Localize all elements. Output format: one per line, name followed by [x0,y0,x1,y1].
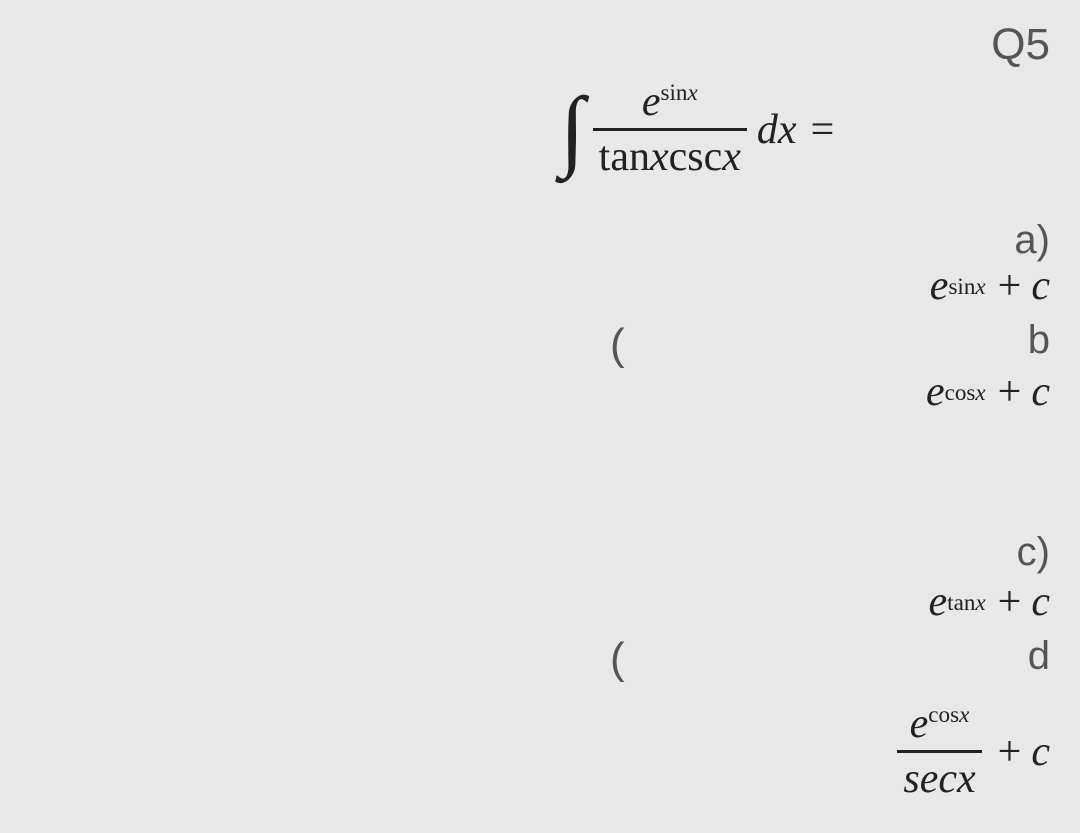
opt-d-den-fn: sec [903,756,957,802]
opt-b-exp-fn: cos [945,379,976,405]
question-number: Q5 [991,20,1050,70]
opt-a-exp-fn: sin [948,273,975,299]
dx: dx [757,106,797,154]
opt-c-c: c [1031,579,1050,625]
opt-c-plus: + [998,579,1022,625]
option-b-expression: ecosx +c [926,368,1050,416]
integrand-denominator: tanxcscx [593,128,747,181]
opt-b-c: c [1031,369,1050,415]
option-d-expression: ecosx secx +c [893,700,1050,803]
opt-d-fraction: ecosx secx [897,700,981,803]
option-d-paren: ( [610,634,625,684]
opt-a-plus: + [998,263,1022,309]
den-var1: x [650,134,669,180]
num-exp-fn: sin [661,79,688,105]
option-c-label: c) [1017,530,1050,575]
opt-d-den-var: x [957,756,976,802]
option-a-label: a) [1014,218,1050,263]
num-exp-var: x [687,79,697,105]
math-question-page: Q5 ∫ esinx tanxcscx dx = a) esinx +c ( b… [0,0,1080,833]
den-fn2: csc [669,134,723,180]
option-d-label: d [1028,634,1050,679]
integrand-numerator: esinx [636,78,704,128]
opt-b-plus: + [998,369,1022,415]
option-b-label: b [1028,318,1050,363]
opt-c-exp-var: x [975,589,985,615]
option-a-expression: esinx +c [930,262,1050,310]
option-b-paren: ( [610,320,625,370]
den-var2: x [722,134,741,180]
opt-d-den: secx [897,750,981,803]
opt-c-exp-fn: tan [947,589,975,615]
den-fn1: tan [599,134,650,180]
opt-d-num-base: e [910,701,929,747]
opt-b-base: e [926,368,945,416]
opt-a-base: e [930,262,949,310]
opt-d-num: ecosx [904,700,976,750]
opt-d-c: c [1031,729,1050,775]
equals-sign: = [811,106,835,154]
opt-c-base: e [929,578,948,626]
option-c-expression: etanx +c [929,578,1050,626]
opt-d-num-exp-fn: cos [928,701,959,727]
opt-a-c: c [1031,263,1050,309]
opt-d-plus: + [998,729,1022,775]
num-base: e [642,79,661,125]
opt-d-num-exp-var: x [959,701,969,727]
integral-sign: ∫ [560,85,585,175]
integrand-fraction: esinx tanxcscx [593,78,747,181]
opt-b-exp-var: x [975,379,985,405]
opt-a-exp-var: x [975,273,985,299]
question-integral: ∫ esinx tanxcscx dx = [560,78,1060,181]
